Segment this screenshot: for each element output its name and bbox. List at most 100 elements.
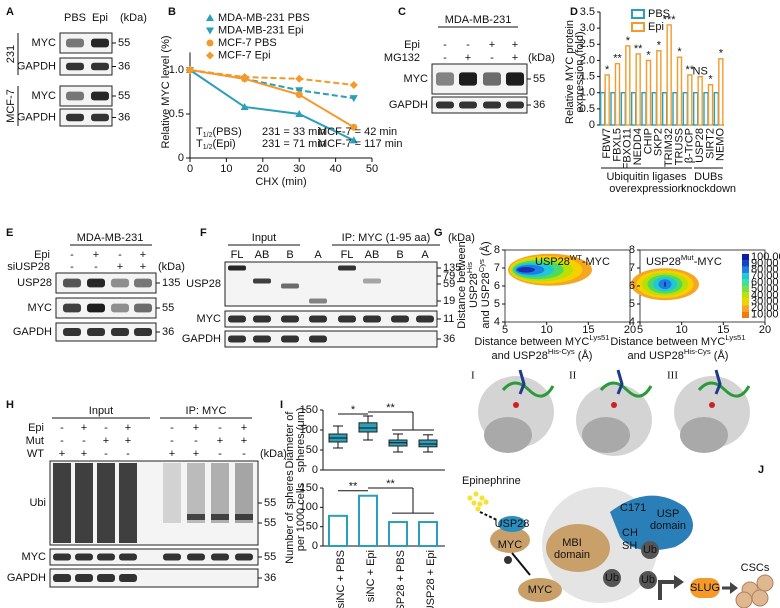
y-tick-label: 6 [494, 280, 500, 292]
colorbar-cell [742, 273, 749, 280]
band [416, 315, 434, 323]
protein-structure [582, 417, 630, 453]
condition-mark: + [193, 422, 199, 434]
y-axis-label: expression (fold) [574, 31, 586, 112]
significance: * [677, 46, 682, 58]
x-tick-label: 0 [187, 163, 193, 175]
ubiquitin [641, 541, 659, 559]
text-part: Distance between [456, 241, 468, 328]
cell [735, 591, 753, 608]
protein-label: MYC [32, 90, 57, 102]
y-tick-label: 7 [494, 262, 500, 274]
text-part: WT [570, 253, 582, 262]
band [506, 101, 524, 109]
band [281, 283, 299, 289]
text-part: Mut [681, 253, 695, 262]
molecule [477, 501, 483, 507]
band [134, 278, 152, 288]
band [163, 553, 181, 561]
diagram-label: Ub [641, 574, 655, 586]
y-tick-label: 50 [306, 444, 318, 456]
protein-structure [484, 417, 532, 453]
text-part: -MYC [582, 256, 610, 268]
node-usp28 [498, 516, 526, 532]
x-axis-label: Distance between MYCLys51 [610, 333, 745, 348]
half-life-label: T1/2(PBS) [196, 126, 242, 139]
condition-label: Epi [28, 422, 44, 434]
band [363, 315, 381, 323]
diagram-label: SH [622, 540, 637, 552]
colorbar-cell [742, 260, 749, 267]
protein-label: MYC [404, 73, 429, 85]
group-label: knockdown [681, 183, 736, 195]
x-tick-label: 15 [582, 324, 594, 336]
bar [656, 50, 662, 126]
lane-label: A [314, 249, 322, 261]
y-tick-label: 1.5 [580, 70, 595, 82]
kda-label: 55 [264, 517, 276, 529]
significance: ** [386, 478, 395, 490]
condition-label: siUSP28 [7, 261, 50, 273]
kda-label: 55 [533, 73, 545, 85]
structure-label: II [569, 370, 577, 382]
kda-label: 36 [533, 99, 545, 111]
rule [479, 511, 498, 521]
band [483, 101, 501, 109]
significance: * [657, 40, 662, 52]
kda-label: 55 [118, 37, 130, 49]
diagram-label: MBI [562, 537, 582, 549]
bar [697, 75, 703, 126]
marker [295, 74, 304, 83]
band [253, 278, 271, 284]
band [309, 298, 327, 304]
marker [295, 110, 304, 117]
condition-mark: - [443, 39, 447, 51]
panel-label: H [6, 399, 14, 411]
kda-label: 135 [443, 262, 461, 274]
text-part: Distance between MYC [610, 336, 725, 348]
legend-swatch [631, 9, 645, 19]
condition-mark: - [466, 39, 470, 51]
x-axis-label: and USP28His-Cys (Å) [492, 347, 593, 362]
unit-label: (kDa) [448, 232, 475, 244]
terminal [504, 556, 512, 564]
x-tick-label: SIRT2 [704, 128, 716, 159]
band [91, 38, 109, 48]
condition-mark: - [490, 52, 494, 64]
band [91, 113, 109, 122]
x-tick-label: USP28 [694, 128, 706, 163]
text-part: (PBS) [212, 126, 241, 138]
y-tick-label: 2.0 [580, 54, 595, 66]
y-tick-label: 0 [589, 119, 595, 131]
text-part: Lys51 [725, 333, 745, 342]
kda-label: 55 [264, 551, 276, 563]
text-part: His [465, 262, 474, 273]
arrowhead [730, 582, 738, 594]
lane-label: AB [255, 249, 270, 261]
protein-label: MYC [22, 551, 47, 563]
marker [206, 14, 214, 21]
band [111, 278, 129, 288]
molecule [475, 506, 481, 512]
band [309, 315, 327, 323]
y-tick-label: 0 [178, 152, 184, 164]
bar [635, 53, 641, 126]
x-tick-label: 10 [220, 163, 232, 175]
condition-mark: + [489, 39, 495, 51]
condition-mark: - [60, 422, 64, 434]
condition-mark: + [81, 422, 87, 434]
bar [666, 24, 672, 126]
colorbar-label: 100.00 [751, 251, 780, 263]
condition-mark: + [93, 249, 99, 261]
marker [206, 51, 214, 60]
protein-structure [680, 417, 728, 453]
diagram-label: CSCs [741, 562, 770, 574]
kda-label: 36 [118, 111, 130, 123]
y-tick-label: 4 [494, 316, 500, 328]
condition-mark: + [512, 52, 518, 64]
series-line [189, 69, 355, 142]
kda-label: 79 [443, 270, 455, 282]
text-part: and USP28 [628, 350, 684, 362]
colorbar-label: 10.00 [751, 309, 779, 321]
y-axis-label: Relative MYC protein [564, 20, 576, 124]
